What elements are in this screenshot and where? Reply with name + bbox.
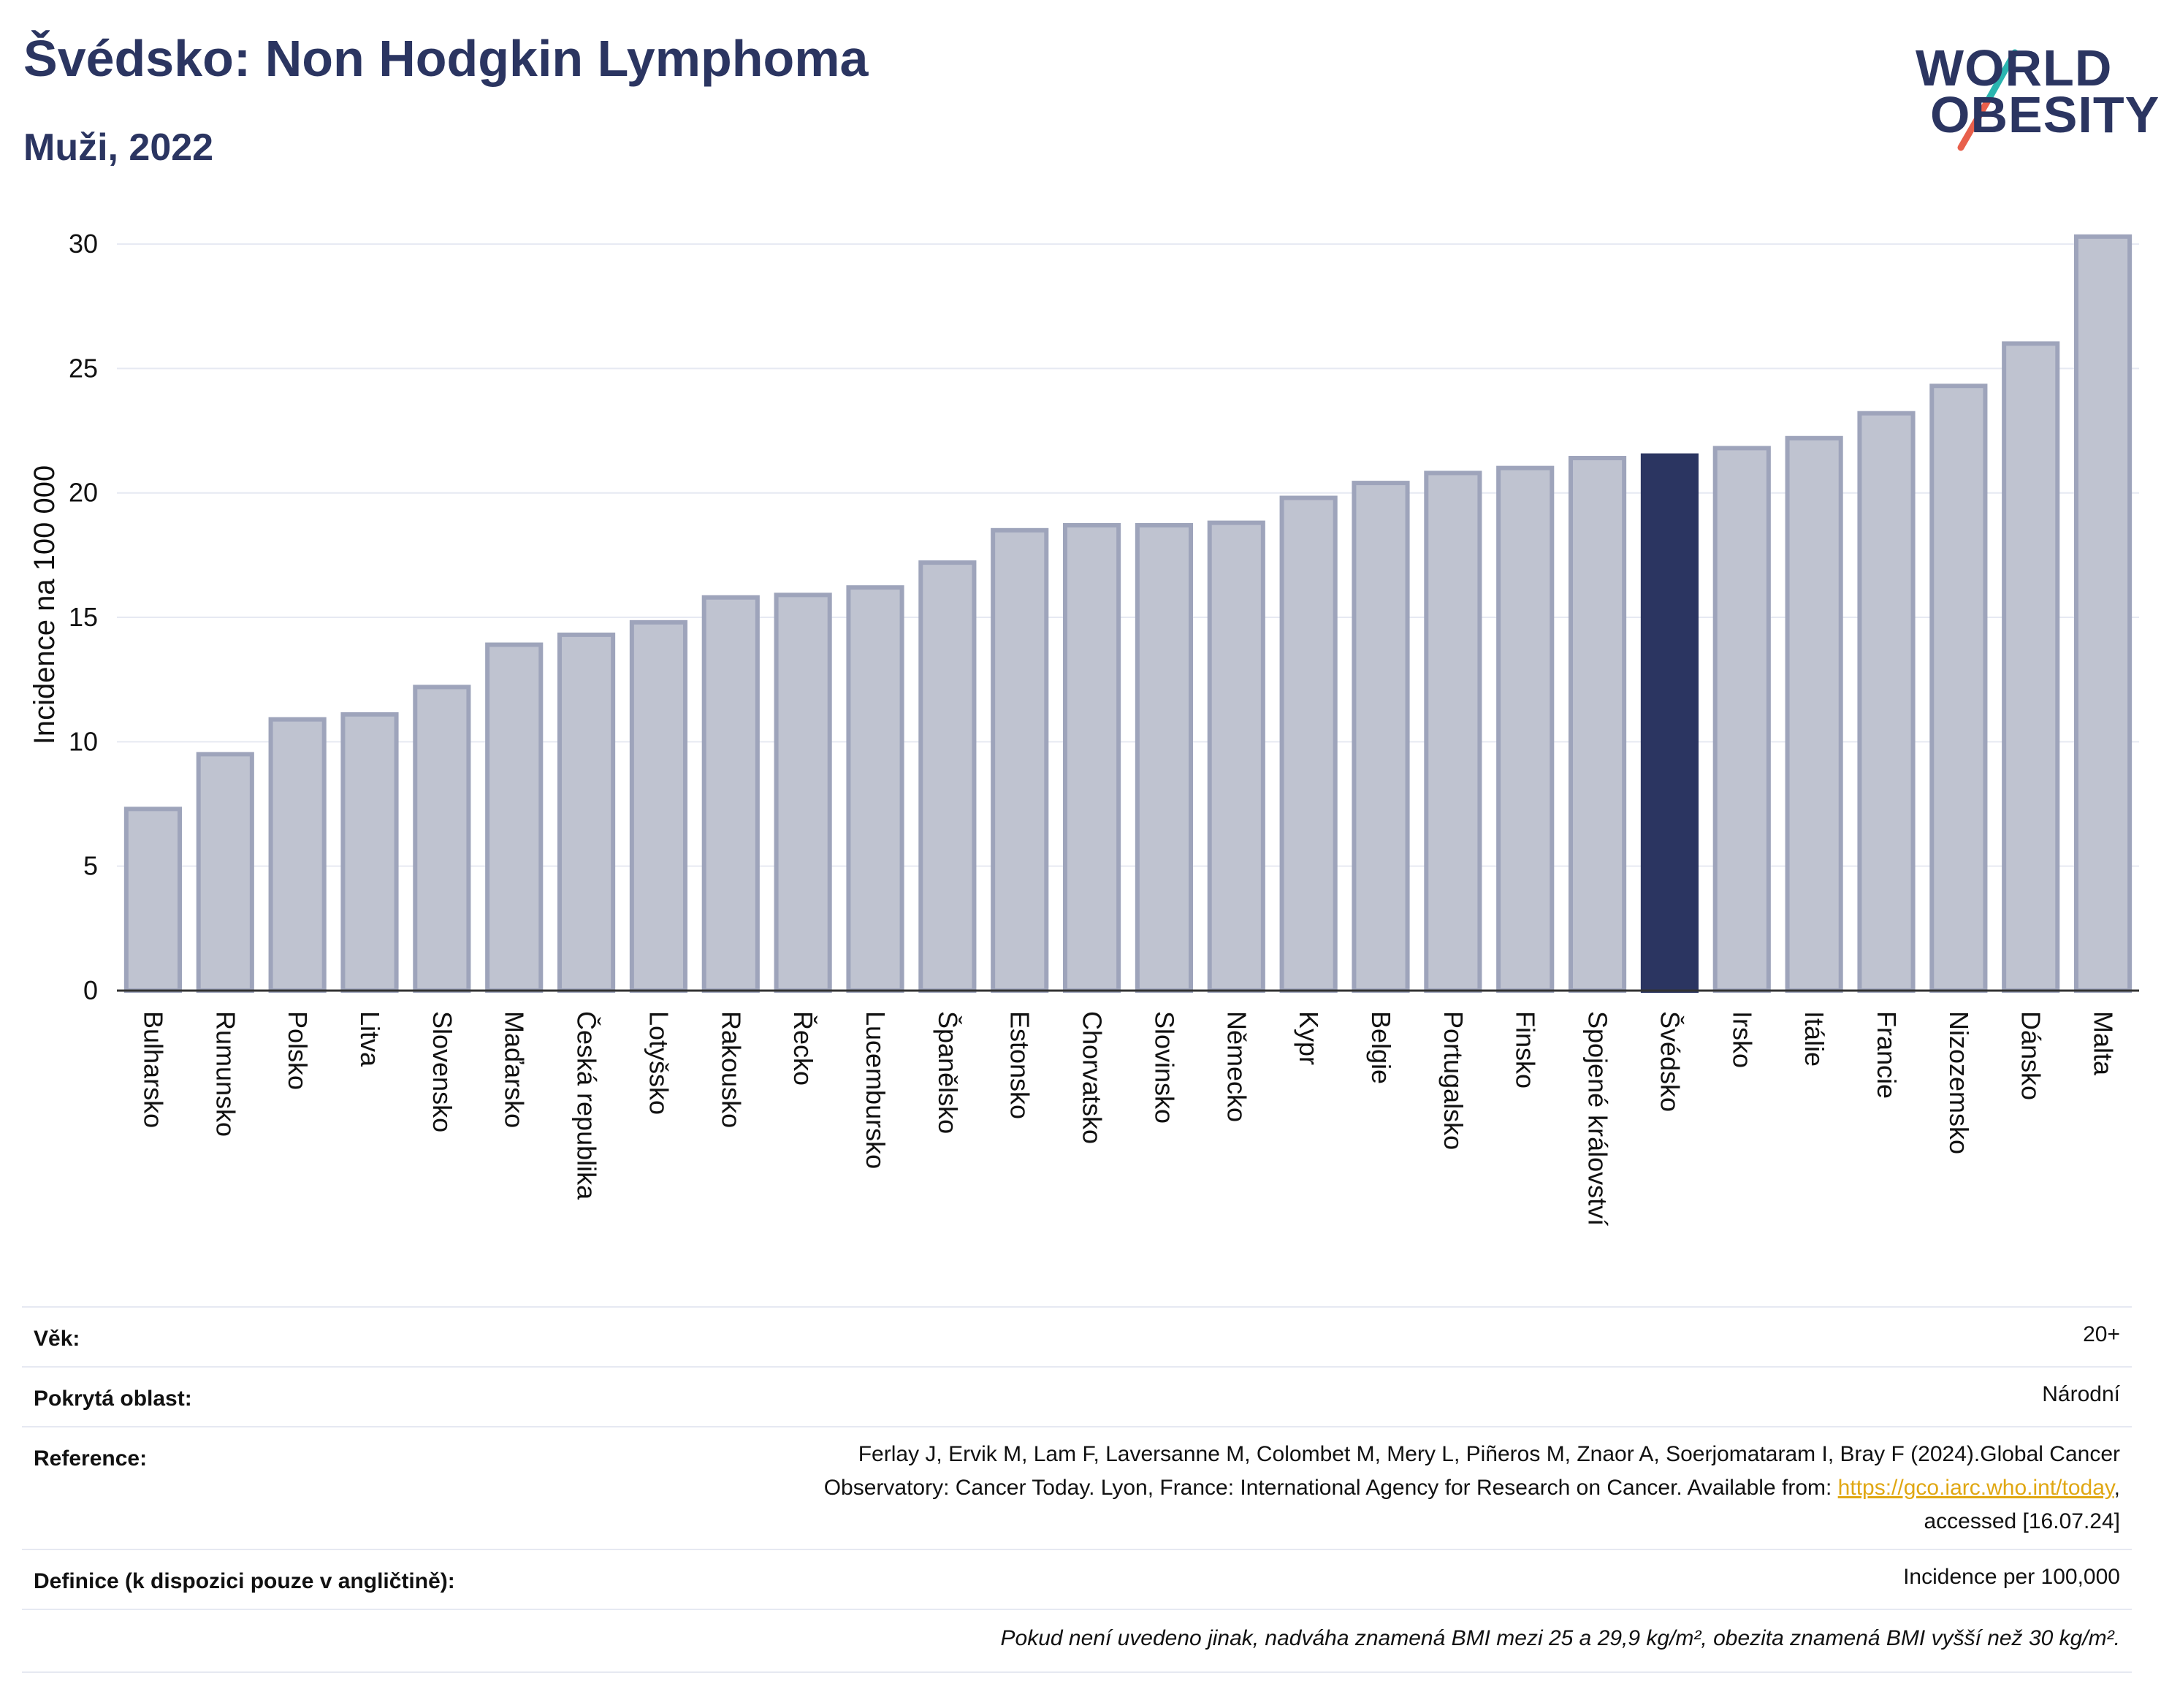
x-tick-label: Dánsko xyxy=(2016,1011,2046,1100)
reference-line-3: accessed [16.07.24] xyxy=(1924,1509,2120,1533)
logo-word-obesity: OBESITY xyxy=(1930,86,2160,143)
meta-row-area: Pokrytá oblast: Národní xyxy=(22,1366,2132,1427)
logo-word-world: WORLD xyxy=(1916,39,2113,96)
y-axis-ticks: 0 5 10 15 20 25 30 xyxy=(69,229,98,1005)
x-tick-label: Estonsko xyxy=(1005,1011,1035,1119)
age-value: 20+ xyxy=(2083,1322,2120,1346)
meta-row-age: Věk: 20+ xyxy=(22,1306,2132,1368)
bar-německo xyxy=(1207,520,1265,993)
x-tick-label: Švédsko xyxy=(1655,1011,1685,1112)
x-tick-label: Lucembursko xyxy=(861,1011,891,1169)
x-tick-label: Bulharsko xyxy=(138,1011,168,1128)
bar-slovensko xyxy=(413,685,471,993)
bmi-note: Pokud není uvedeno jinak, nadváha znamen… xyxy=(1000,1626,2121,1650)
x-tick-label: Chorvatsko xyxy=(1078,1011,1108,1144)
area-value: Národní xyxy=(2042,1382,2120,1406)
x-tick-label: Itálie xyxy=(1799,1011,1829,1067)
definition-label: Definice (k dispozici pouze v angličtině… xyxy=(34,1569,455,1593)
x-tick-label: Řecko xyxy=(788,1011,818,1086)
world-obesity-logo: WORLD OBESITY xyxy=(1907,37,2159,153)
reference-line-2: Observatory: Cancer Today. Lyon, France:… xyxy=(294,1471,2120,1505)
bar-estonsko xyxy=(991,527,1049,993)
x-tick-label: Rakousko xyxy=(716,1011,746,1128)
x-tick-label: Malta xyxy=(2089,1011,2119,1076)
y-axis-label: Incidence na 100 000 xyxy=(28,465,61,745)
meta-row-note: Pokud není uvedeno jinak, nadváha znamen… xyxy=(22,1609,2132,1673)
bar-polsko xyxy=(268,717,327,993)
x-tick-label: Portugalsko xyxy=(1438,1011,1468,1150)
bar-španělsko xyxy=(918,560,977,993)
x-tick-label: Kypr xyxy=(1294,1011,1324,1065)
x-tick-label: Slovensko xyxy=(427,1011,457,1132)
x-tick-label: Litva xyxy=(355,1011,385,1067)
bar-litva xyxy=(340,712,399,993)
bars xyxy=(123,234,2133,994)
definition-value: Incidence per 100,000 xyxy=(1903,1565,2120,1589)
bar-rakousko xyxy=(701,595,760,993)
bar-lotyšsko xyxy=(629,619,688,993)
reference-line-2-text: Observatory: Cancer Today. Lyon, France:… xyxy=(823,1476,1838,1500)
bar-francie xyxy=(1857,411,1916,993)
y-tick-label: 30 xyxy=(69,229,98,259)
bar-finsko xyxy=(1496,465,1555,993)
bar-dánsko xyxy=(2002,341,2060,993)
bar-lucembursko xyxy=(846,585,904,993)
x-axis-ticks: Bulharsko Rumunsko Polsko Litva Slovensko Maď… xyxy=(138,1011,2118,1226)
bar-irsko xyxy=(1712,446,1771,993)
x-tick-label: Rumunsko xyxy=(210,1011,240,1137)
reference-line-2-end: , xyxy=(2114,1476,2120,1500)
page-title: Švédsko: Non Hodgkin Lymphoma xyxy=(23,30,869,87)
y-tick-label: 10 xyxy=(69,726,98,756)
x-tick-label: Polsko xyxy=(283,1011,313,1090)
x-tick-label: Nizozemsko xyxy=(1944,1011,1974,1154)
bar-nizozemsko xyxy=(1929,384,1988,993)
bar-belgie xyxy=(1352,481,1410,993)
x-tick-label: Španělsko xyxy=(933,1011,963,1134)
bar-rumunsko xyxy=(196,752,254,993)
y-tick-label: 0 xyxy=(83,975,98,1005)
x-tick-label: Maďarsko xyxy=(500,1011,530,1128)
area-label: Pokrytá oblast: xyxy=(34,1387,192,1411)
reference-line-1: Ferlay J, Ervik M, Lam F, Laversanne M, … xyxy=(858,1442,2120,1466)
bar-švédsko xyxy=(1640,453,1699,993)
x-tick-label: Německo xyxy=(1221,1011,1251,1122)
reference-label: Reference: xyxy=(34,1446,148,1471)
y-tick-label: 5 xyxy=(83,851,98,881)
meta-row-definition: Definice (k dispozici pouze v angličtině… xyxy=(22,1549,2132,1610)
bar-řecko xyxy=(774,592,832,993)
y-tick-label: 25 xyxy=(69,353,98,383)
x-tick-label: Belgie xyxy=(1366,1011,1396,1084)
bar-spojené-království xyxy=(1568,456,1627,993)
bar-portugalsko xyxy=(1424,470,1482,993)
reference-value: Ferlay J, Ervik M, Lam F, Laversanne M, … xyxy=(294,1438,2120,1539)
bar-chorvatsko xyxy=(1062,522,1121,993)
x-tick-label: Irsko xyxy=(1727,1011,1757,1068)
x-tick-label: Finsko xyxy=(1511,1011,1541,1089)
x-tick-label: Česká republika xyxy=(572,1011,602,1200)
meta-row-reference: Reference: Ferlay J, Ervik M, Lam F, Lav… xyxy=(22,1426,2132,1550)
bar-kypr xyxy=(1279,495,1338,993)
y-tick-label: 15 xyxy=(69,602,98,632)
bar-česká-republika xyxy=(557,632,616,994)
bar-slovinsko xyxy=(1135,522,1194,993)
bar-itálie xyxy=(1785,435,1843,993)
x-tick-label: Francie xyxy=(1872,1011,1902,1099)
x-tick-label: Slovinsko xyxy=(1149,1011,1179,1124)
bar-chart: 0 5 10 15 20 25 30 Bulharsko Rumunsko Polsko Litv… xyxy=(28,229,2139,1226)
bar-maďarsko xyxy=(485,642,544,993)
x-tick-label: Lotyšsko xyxy=(644,1011,674,1115)
page-subtitle: Muži, 2022 xyxy=(23,126,214,169)
age-label: Věk: xyxy=(34,1327,80,1351)
y-tick-label: 20 xyxy=(69,478,98,508)
x-tick-label: Spojené království xyxy=(1583,1011,1613,1226)
logo-slash-icon xyxy=(1957,49,2019,151)
bar-malta xyxy=(2073,234,2133,993)
reference-link[interactable]: https://gco.iarc.who.int/today xyxy=(1837,1476,2114,1500)
bar-bulharsko xyxy=(123,807,183,993)
